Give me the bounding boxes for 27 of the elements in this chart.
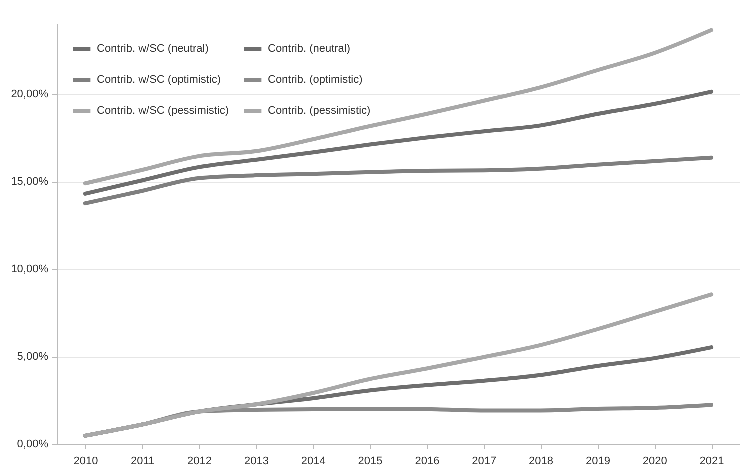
legend-label: Contrib. (optimistic) — [268, 74, 363, 86]
x-tick-label: 2015 — [358, 456, 383, 468]
x-tick-label: 2012 — [188, 456, 212, 468]
legend-label: Contrib. w/SC (pessimistic) — [97, 105, 230, 117]
line-series — [83, 90, 714, 196]
y-tick-label: 5,00% — [17, 351, 49, 363]
line-series — [83, 156, 714, 206]
legend-label: Contrib. w/SC (optimistic) — [97, 74, 222, 86]
line-series — [83, 28, 714, 186]
x-tick-label: 2010 — [74, 456, 98, 468]
x-tick-label: 2020 — [642, 456, 668, 468]
x-tick-label: 2016 — [415, 456, 440, 468]
legend-label: Contrib. (neutral) — [268, 43, 351, 55]
y-tick-label: 10,00% — [11, 264, 49, 276]
legend-label: Contrib. (pessimistic) — [268, 105, 371, 117]
y-tick-label: 20,00% — [11, 88, 49, 100]
y-tick-label: 15,00% — [11, 176, 49, 188]
x-tick-label: 2021 — [700, 456, 724, 468]
y-tick-label: 0,00% — [17, 438, 49, 450]
x-tick-label: 2018 — [529, 456, 554, 468]
legend-label: Contrib. w/SC (neutral) — [97, 43, 209, 55]
x-tick-label: 2013 — [244, 456, 269, 468]
x-tick-label: 2019 — [586, 456, 610, 468]
x-tick-label: 2011 — [131, 456, 155, 468]
line-series — [83, 292, 714, 438]
x-tick-label: 2017 — [472, 456, 497, 468]
x-tick-label: 2014 — [301, 456, 326, 468]
